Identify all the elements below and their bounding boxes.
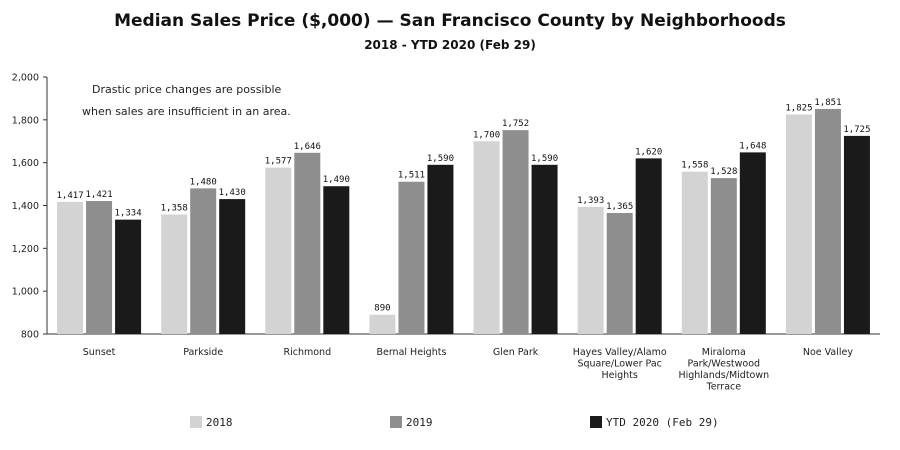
bar: [265, 167, 292, 334]
data-label: 1,490: [323, 175, 350, 185]
legend-label: 2019: [406, 416, 433, 429]
data-label: 1,358: [161, 203, 188, 213]
data-label: 1,590: [427, 154, 454, 164]
x-tick-label: Bernal Heights: [376, 347, 446, 358]
data-label: 1,752: [502, 119, 529, 129]
data-label: 1,851: [814, 98, 841, 108]
bar: [473, 141, 500, 334]
annotation-line-2: when sales are insufficient in an area.: [82, 105, 291, 118]
chart-title: Median Sales Price ($,000) — San Francis…: [114, 11, 786, 31]
bar: [710, 178, 737, 334]
data-label: 1,417: [57, 191, 84, 201]
bar: [86, 201, 113, 334]
legend-label: YTD 2020 (Feb 29): [606, 416, 719, 429]
data-label: 1,430: [219, 188, 246, 198]
bar: [427, 164, 454, 334]
y-tick-label: 2,000: [12, 73, 39, 84]
x-tick-label: Miraloma Park/Westwood Highlands/Midtown Te…: [678, 347, 769, 393]
data-label: 1,646: [294, 142, 321, 152]
bar: [398, 181, 425, 334]
bar: [531, 164, 558, 334]
bar: [57, 201, 84, 334]
bar: [323, 186, 350, 334]
data-label: 1,393: [577, 196, 604, 206]
bar: [219, 199, 246, 334]
bar: [785, 114, 812, 335]
x-tick-label: Noe Valley: [803, 347, 853, 358]
y-tick-label: 800: [21, 330, 39, 341]
data-label: 1,511: [398, 171, 425, 181]
data-label: 1,700: [473, 130, 500, 140]
y-tick-label: 1,000: [12, 287, 39, 298]
legend-swatch: [190, 416, 202, 428]
data-label: 1,334: [115, 209, 142, 219]
data-label: 1,648: [739, 141, 766, 151]
x-tick-label: Parkside: [183, 347, 223, 358]
data-label: 1,365: [606, 202, 633, 212]
x-tick-label: Hayes Valley/Alamo Square/Lower Pac Height…: [573, 347, 667, 381]
bar: [843, 135, 870, 334]
legend-swatch: [390, 416, 402, 428]
bar: [161, 214, 188, 334]
bar: [681, 171, 708, 334]
bar: [814, 108, 841, 335]
y-tick-label: 1,800: [12, 115, 39, 126]
x-tick-label: Sunset: [83, 347, 116, 358]
bar: [502, 130, 529, 334]
y-tick-label: 1,600: [12, 158, 39, 169]
data-label: 890: [374, 304, 390, 314]
x-tick-label: Glen Park: [493, 347, 539, 358]
data-label: 1,558: [681, 161, 708, 171]
data-label: 1,590: [531, 154, 558, 164]
bar: [606, 212, 633, 334]
data-label: 1,577: [265, 157, 292, 167]
bar: [635, 158, 662, 334]
bar: [294, 152, 321, 334]
x-tick-label: Richmond: [284, 347, 332, 358]
y-tick-label: 1,400: [12, 201, 39, 212]
data-label: 1,620: [635, 147, 662, 157]
data-label: 1,725: [843, 125, 870, 135]
annotation-line-1: Drastic price changes are possible: [92, 83, 282, 96]
bar: [577, 206, 604, 334]
bar: [739, 152, 766, 334]
bar: [115, 219, 142, 334]
legend-swatch: [590, 416, 602, 428]
bar: [369, 314, 396, 334]
data-label: 1,528: [710, 167, 737, 177]
legend-label: 2018: [206, 416, 233, 429]
data-label: 1,480: [190, 177, 217, 187]
bar: [190, 188, 217, 334]
y-tick-label: 1,200: [12, 244, 39, 255]
data-label: 1,421: [86, 190, 113, 200]
data-label: 1,825: [785, 103, 812, 113]
chart-subtitle: 2018 - YTD 2020 (Feb 29): [364, 38, 536, 52]
